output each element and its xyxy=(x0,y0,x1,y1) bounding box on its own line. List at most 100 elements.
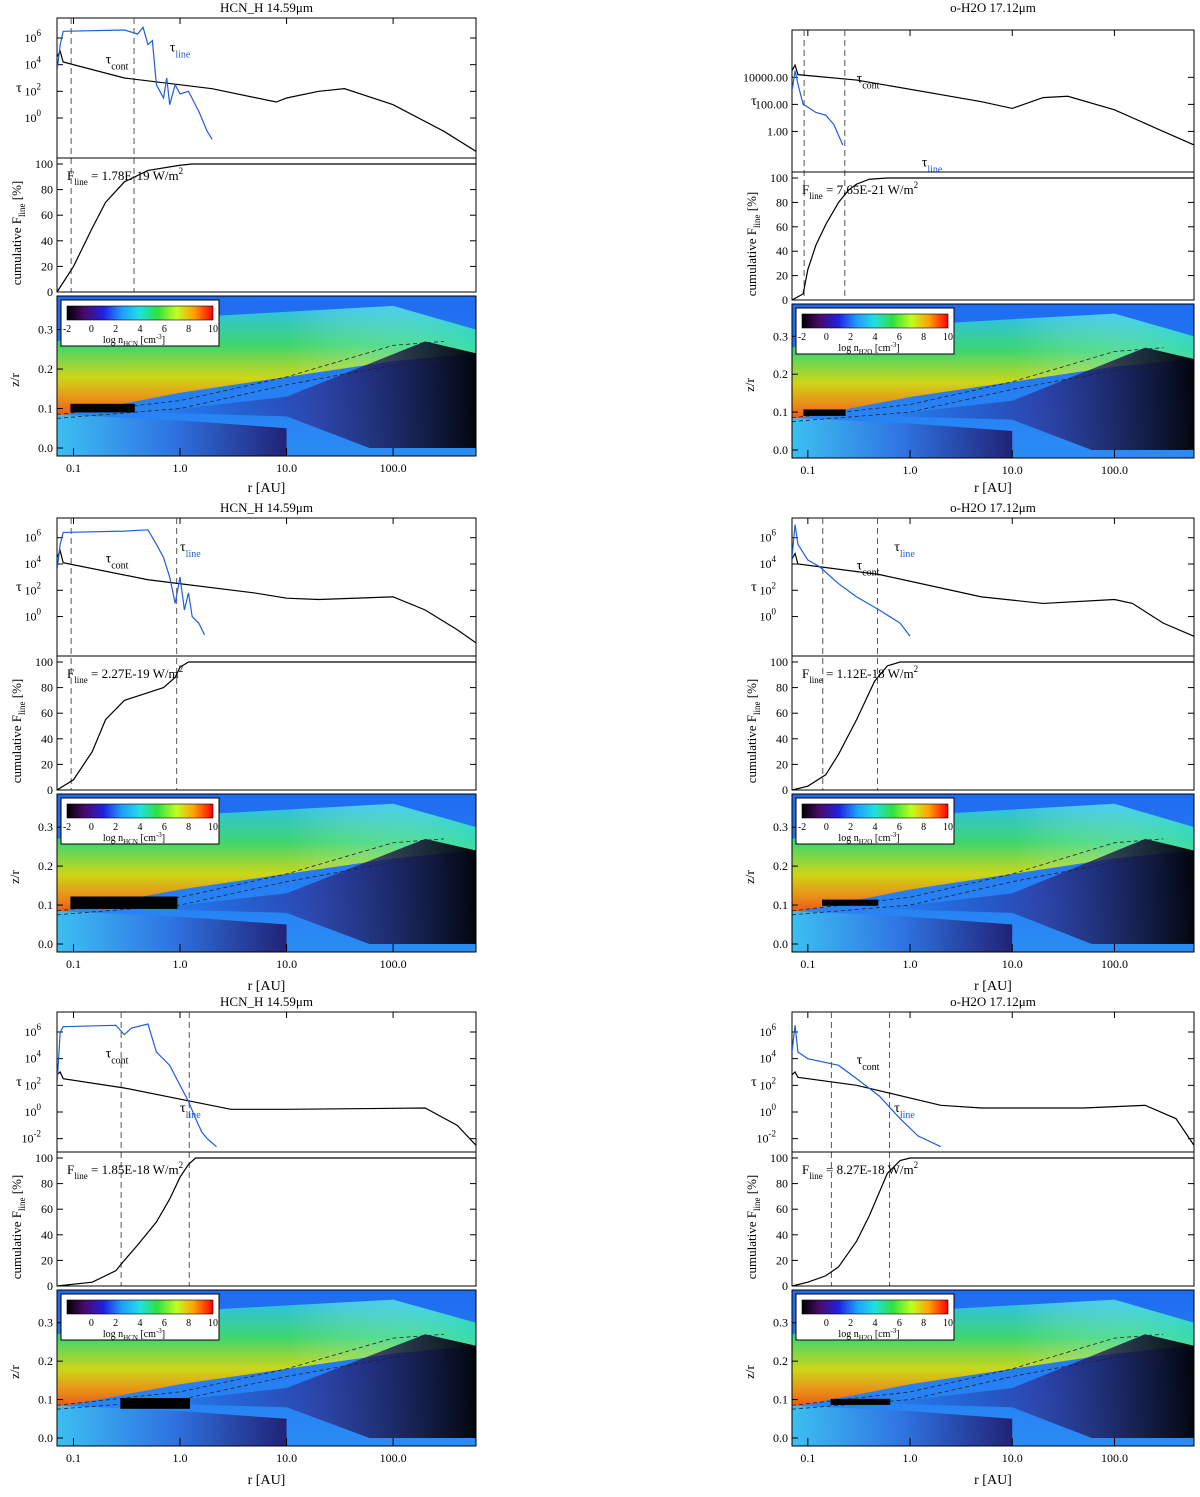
x-axis-label: r [AU] xyxy=(974,979,1012,994)
tau-cont-line xyxy=(57,1071,476,1146)
cum-tick-label: 60 xyxy=(776,1202,788,1216)
tau-tick-label: 102 xyxy=(25,580,42,597)
colorbar xyxy=(66,1299,214,1315)
colorbar-tick-label: 8 xyxy=(921,822,926,833)
colorbar-label: log nHCN [cm-3] xyxy=(103,831,165,846)
tau-cont-label: τcont xyxy=(106,52,129,72)
colorbar-label: log nH2O [cm-3] xyxy=(838,831,899,846)
tau-tick-label: 10000.00 xyxy=(743,70,788,84)
colorbar-tick-label: 0 xyxy=(89,324,94,335)
panel-title: HCN_H 14.59μm xyxy=(220,500,313,515)
chart-panel-6: o-H2O 17.12μm10610410210010-2ττcontτline… xyxy=(742,994,1195,1488)
cum-tick-label: 100 xyxy=(770,171,788,185)
tau-line-line xyxy=(792,524,911,637)
zr-tick-label: 0.3 xyxy=(773,1316,788,1330)
tau-tick-label: 102 xyxy=(760,580,777,597)
tau-tick-label: 106 xyxy=(760,528,777,545)
tau-cont-line xyxy=(792,551,1194,637)
tau-tick-label: 102 xyxy=(760,1075,777,1092)
tau-line-label: τline xyxy=(894,540,915,560)
zr-tick-label: 0.0 xyxy=(773,443,788,457)
flux-label: Fline = 1.12E-18 W/m2 xyxy=(802,664,918,685)
x-tick-label: 1.0 xyxy=(903,1451,918,1465)
tau-tick-label: 100.00 xyxy=(755,97,788,111)
x-tick-label: 0.1 xyxy=(800,1451,815,1465)
cum-tick-label: 60 xyxy=(41,706,53,720)
zr-axis-label: z/r xyxy=(742,869,757,883)
zr-axis-label: z/r xyxy=(7,869,22,883)
x-tick-label: 0.1 xyxy=(800,463,815,477)
flux-label: Fline = 1.85E-18 W/m2 xyxy=(67,1160,183,1181)
cumulative-line xyxy=(791,661,1194,791)
cum-axes-frame xyxy=(791,1151,1195,1287)
x-tick-label: 10.0 xyxy=(276,461,297,475)
x-axis-label: r [AU] xyxy=(248,1473,286,1488)
colorbar-tick-label: 6 xyxy=(162,822,167,833)
colorbar xyxy=(66,305,214,321)
colorbar-tick-label: 8 xyxy=(186,324,191,335)
tau-tick-label: 106 xyxy=(760,1022,777,1039)
cum-tick-label: 0 xyxy=(47,285,53,299)
tau-axis-label: τ xyxy=(16,81,22,96)
cum-tick-label: 80 xyxy=(41,1177,53,1191)
cum-tick-label: 40 xyxy=(41,234,53,248)
x-tick-label: 0.1 xyxy=(66,957,81,971)
zr-tick-label: 0.2 xyxy=(38,859,53,873)
chart-panel-1: HCN_H 14.59μm106104102100ττcontτline0204… xyxy=(7,0,477,496)
cum-axes-frame xyxy=(56,157,477,293)
tau-tick-label: 104 xyxy=(760,1049,777,1066)
tau-cont-label: τcont xyxy=(106,552,129,572)
zr-axis-label: z/r xyxy=(7,1364,22,1378)
colorbar-tick-label: -2 xyxy=(63,822,71,833)
cum-tick-label: 20 xyxy=(776,757,788,771)
cumulative-line xyxy=(56,1157,476,1287)
cum-tick-label: 60 xyxy=(776,220,788,234)
map-axes-frame xyxy=(791,303,1195,459)
tau-tick-label: 106 xyxy=(25,528,42,545)
x-axis-label: r [AU] xyxy=(248,481,286,496)
colorbar-tick-label: 0 xyxy=(824,1318,829,1329)
x-tick-label: 100.0 xyxy=(1101,463,1128,477)
colorbar-tick-label: 2 xyxy=(848,822,853,833)
cum-tick-label: 80 xyxy=(776,195,788,209)
density-map-dark-region xyxy=(147,838,476,944)
emitting-region xyxy=(70,896,178,909)
tau-axes-frame xyxy=(791,29,1195,173)
tau-tick-label: 106 xyxy=(25,28,42,45)
panel-title: o-H2O 17.12μm xyxy=(950,994,1036,1009)
colorbar-tick-label: -2 xyxy=(798,332,806,343)
x-tick-label: 10.0 xyxy=(1002,463,1023,477)
zr-tick-label: 0.1 xyxy=(38,898,53,912)
cum-tick-label: 0 xyxy=(47,1279,53,1293)
map-axes-frame xyxy=(56,793,477,953)
cum-tick-label: 40 xyxy=(776,732,788,746)
zr-tick-label: 0.3 xyxy=(773,820,788,834)
tau-line-line xyxy=(792,1025,942,1148)
colorbar-tick-label: 0 xyxy=(89,822,94,833)
x-tick-label: 100.0 xyxy=(380,1451,407,1465)
colorbar xyxy=(801,313,949,329)
tau-tick-label: 1.00 xyxy=(767,124,788,138)
cum-tick-label: 20 xyxy=(41,757,53,771)
tau-line-line xyxy=(57,1023,217,1148)
colorbar-tick-label: 10 xyxy=(208,1318,218,1329)
colorbar-label: log nH2O [cm-3] xyxy=(838,341,899,356)
emitting-region xyxy=(830,1398,891,1405)
cum-tick-label: 60 xyxy=(776,706,788,720)
colorbar-tick-label: 10 xyxy=(208,324,218,335)
zr-tick-label: 0.0 xyxy=(773,1431,788,1445)
density-contour xyxy=(56,341,444,415)
zr-tick-label: 0.3 xyxy=(38,1316,53,1330)
emitting-region xyxy=(70,403,135,413)
panel-title: o-H2O 17.12μm xyxy=(950,500,1036,515)
cumulative-line xyxy=(56,661,476,791)
colorbar-tick-label: 8 xyxy=(186,822,191,833)
cum-tick-label: 20 xyxy=(776,1253,788,1267)
tau-axes-frame xyxy=(791,517,1195,657)
x-tick-label: 0.1 xyxy=(800,957,815,971)
density-contour xyxy=(791,366,1164,422)
colorbar-tick-label: 2 xyxy=(113,324,118,335)
tau-cont-label: τcont xyxy=(857,558,880,578)
tau-tick-label: 100 xyxy=(25,607,42,624)
colorbar-tick-label: 8 xyxy=(921,1318,926,1329)
